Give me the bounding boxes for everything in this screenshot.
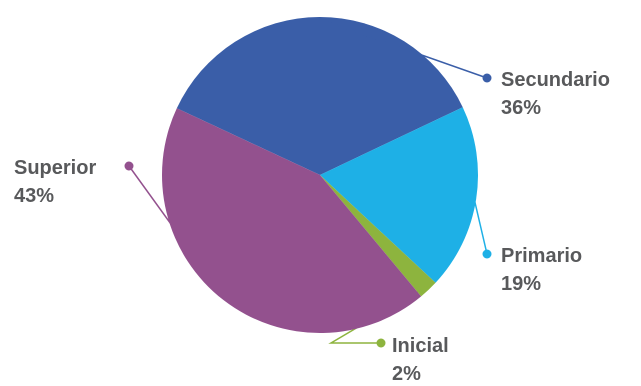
pie-slice-secundario [176,17,463,176]
slice-value-primario: 19% [501,273,541,295]
pie-slice-primario [320,107,478,283]
slice-value-secundario: 36% [501,97,541,119]
leader-dot-primario [482,249,492,259]
slice-label-inicial: Inicial [392,335,449,357]
slice-value-superior: 43% [14,185,54,207]
leader-dot-inicial [376,338,386,348]
leader-line-primario [473,198,488,255]
leader-line-secundario [319,18,488,79]
leader-dot-secundario [482,73,492,83]
slice-label-primario: Primario [501,245,582,267]
slice-value-inicial: 2% [392,363,421,385]
leader-line-superior [128,165,226,300]
pie-slice-inicial [320,175,436,297]
pie-slice-superior [161,108,422,333]
slice-label-superior: Superior [14,157,96,179]
slice-label-secundario: Secundario [501,69,610,91]
leader-dot-superior [124,161,134,171]
